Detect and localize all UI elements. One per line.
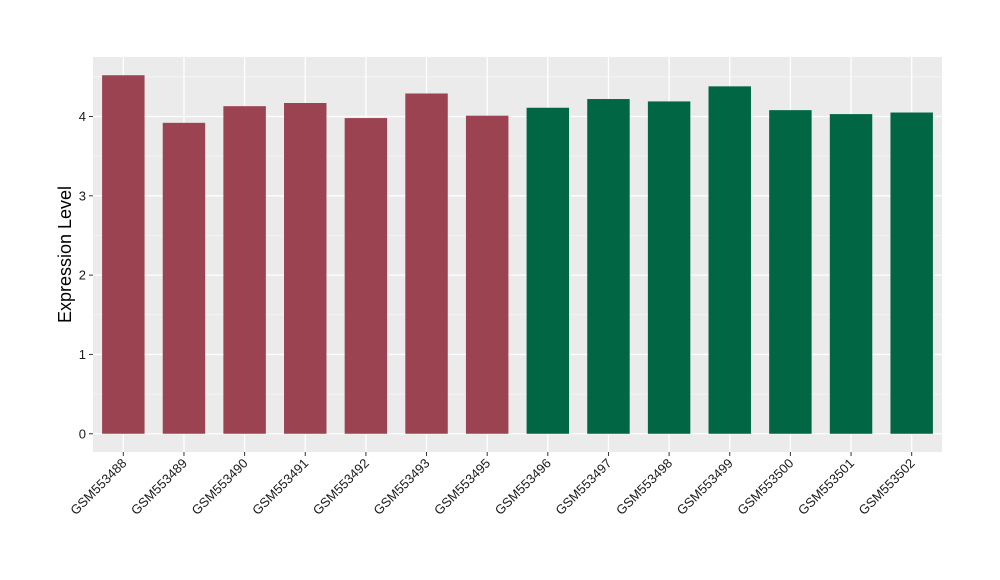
y-tick-label: 2 <box>79 268 86 283</box>
y-tick-label: 3 <box>79 188 86 203</box>
x-tick-label: GSM553493 <box>370 456 432 518</box>
bar-GSM553491 <box>284 103 326 434</box>
x-tick-label: GSM553490 <box>189 456 251 518</box>
x-tick-label: GSM553496 <box>492 456 554 518</box>
x-axis: GSM553488GSM553489GSM553490GSM553491GSM5… <box>67 452 918 518</box>
y-tick-label: 4 <box>79 109 86 124</box>
bar-GSM553495 <box>466 116 508 434</box>
x-tick-label: GSM553489 <box>128 456 190 518</box>
bar-GSM553496 <box>527 108 569 434</box>
y-axis-title: Expression Level <box>55 186 75 323</box>
x-tick-label: GSM553501 <box>795 456 857 518</box>
bar-GSM553492 <box>345 118 387 434</box>
x-tick-label: GSM553495 <box>431 456 493 518</box>
bar-GSM553497 <box>587 99 629 434</box>
x-tick-label: GSM553498 <box>613 456 675 518</box>
bar-GSM553502 <box>890 113 932 434</box>
x-tick-label: GSM553499 <box>674 456 736 518</box>
bar-GSM553500 <box>769 110 811 434</box>
y-tick-label: 1 <box>79 347 86 362</box>
bar-GSM553490 <box>223 106 265 434</box>
bar-GSM553493 <box>405 93 447 433</box>
x-tick-label: GSM553500 <box>734 456 796 518</box>
bar-GSM553498 <box>648 101 690 433</box>
bar-GSM553499 <box>709 86 751 433</box>
x-tick-label: GSM553488 <box>67 456 129 518</box>
x-tick-label: GSM553491 <box>249 456 311 518</box>
y-tick-label: 0 <box>79 426 86 441</box>
bar-GSM553501 <box>830 114 872 434</box>
x-tick-label: GSM553492 <box>310 456 372 518</box>
x-tick-label: GSM553497 <box>552 456 614 518</box>
y-axis: 0 1 2 3 4 <box>79 109 93 441</box>
bar-GSM553489 <box>163 123 205 434</box>
bar-GSM553488 <box>102 75 144 434</box>
x-tick-label: GSM553502 <box>856 456 918 518</box>
